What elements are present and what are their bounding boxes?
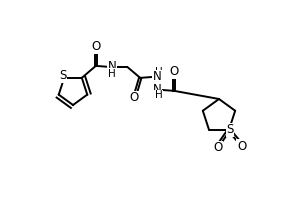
- Text: O: O: [130, 91, 139, 104]
- Text: H: H: [108, 69, 116, 79]
- Text: O: O: [237, 140, 246, 153]
- Text: S: S: [226, 123, 234, 136]
- Text: N: N: [153, 70, 162, 83]
- Text: N: N: [153, 83, 162, 96]
- Text: O: O: [169, 65, 179, 78]
- Text: H: H: [155, 90, 163, 100]
- Text: N: N: [108, 60, 117, 73]
- Text: O: O: [91, 40, 101, 53]
- Text: O: O: [213, 141, 223, 154]
- Text: H: H: [155, 67, 163, 77]
- Text: S: S: [59, 69, 67, 82]
